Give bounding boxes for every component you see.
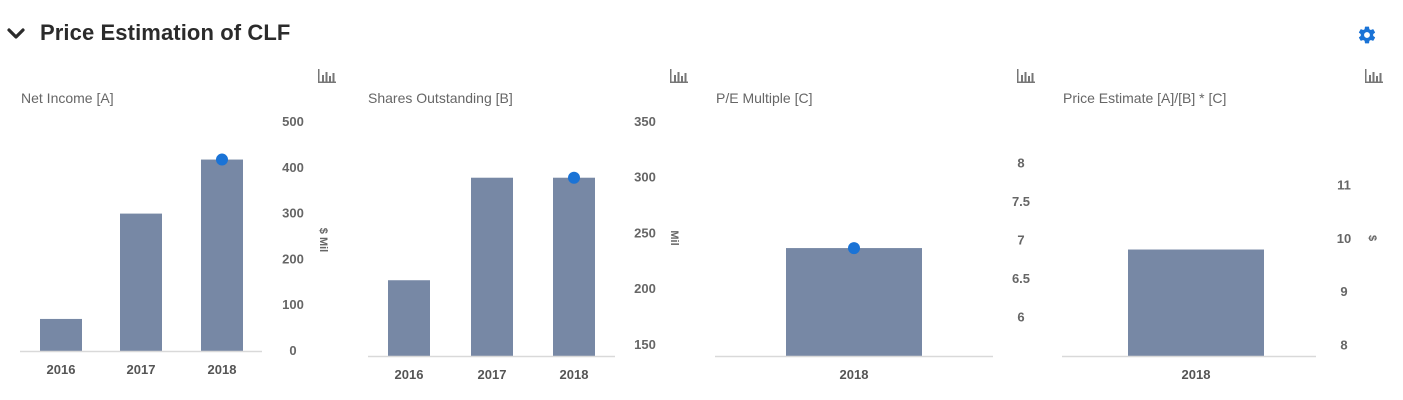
net-income-panel: Net Income [A] 2016 2017 2018 500 400 300 200 1… <box>0 60 348 400</box>
panel-title: Price Estimate [A]/[B] * [C] <box>1063 90 1227 106</box>
y-tick-label: 350 <box>634 114 656 129</box>
bar-2018 <box>1128 249 1264 356</box>
category-label: 2018 <box>560 367 589 382</box>
y-tick-label: 9 <box>1340 284 1347 299</box>
y-tick-label: 300 <box>282 206 304 221</box>
y-tick-label: 6 <box>1017 309 1024 324</box>
chevron-down-icon[interactable] <box>6 24 26 44</box>
pe-multiple-panel: P/E Multiple [C] 2018 8 7.5 7 6.5 6 <box>695 60 1043 400</box>
highlight-marker <box>216 153 228 166</box>
y-tick-label: 0 <box>289 343 296 358</box>
bar-chart-icon[interactable] <box>1016 68 1036 84</box>
y-tick-label: 11 <box>1337 178 1351 193</box>
bar-2017 <box>471 177 513 356</box>
y-unit-label: Mil <box>668 230 680 245</box>
category-label: 2018 <box>840 367 869 382</box>
y-tick-label: 150 <box>634 337 656 352</box>
y-tick-label: 7.5 <box>1012 194 1030 209</box>
category-label: 2017 <box>127 362 156 377</box>
bar-2016 <box>388 280 430 356</box>
section-header: Price Estimation of CLF <box>0 0 1403 70</box>
y-tick-label: 10 <box>1337 231 1351 246</box>
category-label: 2016 <box>395 367 424 382</box>
net-income-chart: 2016 2017 2018 500 400 300 200 100 0 $ Mil <box>20 114 329 377</box>
y-tick-label: 300 <box>634 170 656 185</box>
y-unit-label: $ <box>1366 235 1378 241</box>
category-label: 2016 <box>47 362 76 377</box>
highlight-marker <box>848 242 860 255</box>
y-tick-label: 200 <box>282 251 304 266</box>
y-unit-label: $ Mil <box>317 228 329 252</box>
y-tick-label: 7 <box>1017 232 1024 247</box>
y-tick-label: 100 <box>282 297 304 312</box>
shares-outstanding-chart: 2016 2017 2018 350 300 250 200 150 Mil <box>368 114 680 382</box>
bar-2017 <box>120 213 162 351</box>
y-tick-label: 8 <box>1017 155 1024 170</box>
price-estimate-chart: 2018 11 10 9 8 $ <box>1062 178 1378 382</box>
y-tick-label: 8 <box>1340 337 1347 352</box>
category-label: 2018 <box>1182 367 1211 382</box>
y-tick-label: 500 <box>282 114 304 129</box>
y-tick-label: 6.5 <box>1012 271 1030 286</box>
panel-title: Net Income [A] <box>21 90 114 106</box>
price-estimate-panel: Price Estimate [A]/[B] * [C] 2018 11 10 9 8 $ <box>1042 60 1390 400</box>
shares-outstanding-panel: Shares Outstanding [B] 2016 2017 2018 350 30… <box>347 60 695 400</box>
y-tick-label: 200 <box>634 281 656 296</box>
bar-chart-icon[interactable] <box>669 68 689 84</box>
category-label: 2017 <box>478 367 507 382</box>
bar-chart-icon[interactable] <box>1364 68 1384 84</box>
bar-2018 <box>786 248 922 356</box>
bar-chart-icon[interactable] <box>317 68 337 84</box>
bar-2018 <box>553 177 595 356</box>
category-label: 2018 <box>208 362 237 377</box>
y-tick-label: 400 <box>282 160 304 175</box>
highlight-marker <box>568 171 580 184</box>
gear-icon[interactable] <box>1357 25 1377 45</box>
bar-2016 <box>40 318 82 351</box>
y-tick-label: 250 <box>634 225 656 240</box>
bar-2018 <box>201 159 243 351</box>
panel-title: P/E Multiple [C] <box>716 90 813 106</box>
panel-title: Shares Outstanding [B] <box>368 90 513 106</box>
section-title: Price Estimation of CLF <box>40 20 291 45</box>
pe-multiple-chart: 2018 8 7.5 7 6.5 6 <box>715 155 1030 382</box>
